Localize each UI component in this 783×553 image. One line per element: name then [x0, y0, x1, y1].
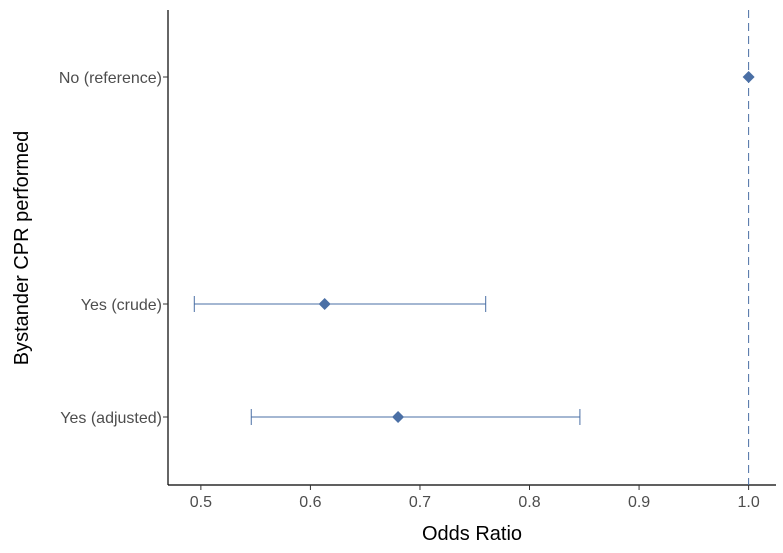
x-axis-title: Odds Ratio [422, 523, 522, 545]
x-tick-label: 0.8 [518, 494, 540, 511]
y-tick-label: No (reference) [59, 70, 162, 87]
odds-ratio-point [318, 298, 331, 310]
odds-ratio-point [392, 411, 405, 423]
y-tick-label: Yes (adjusted) [60, 410, 162, 427]
y-tick-label: Yes (crude) [81, 297, 162, 314]
x-tick-label: 0.9 [628, 494, 650, 511]
odds-ratio-point [742, 71, 755, 83]
x-tick-label: 0.5 [190, 494, 212, 511]
x-tick-label: 0.7 [409, 494, 431, 511]
x-tick-label: 0.6 [299, 494, 321, 511]
plot-area: 0.5 0.6 0.7 0.8 0.9 1.0 No (reference) Yes (cru… [59, 10, 776, 511]
y-axis-title: Bystander CPR performed [11, 131, 33, 366]
x-tick-label: 1.0 [737, 494, 759, 511]
